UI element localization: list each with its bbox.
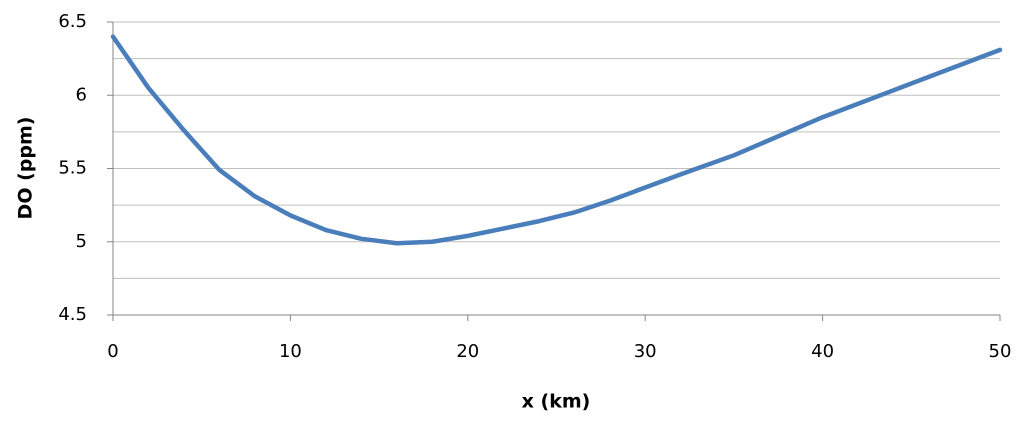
x-tick-label: 50 [989,341,1012,362]
y-tick-label: 4.5 [58,304,87,325]
x-tick-label: 30 [634,341,657,362]
y-tick-label: 6 [76,84,87,105]
data-line [110,34,1003,246]
x-tick-label: 40 [811,341,834,362]
y-tick-label: 6.5 [58,11,87,32]
y-tick-label: 5 [76,231,87,252]
y-axis-title: DO (ppm) [15,117,37,220]
x-tick-label: 20 [456,341,479,362]
y-tick-label: 5.5 [58,158,87,179]
x-tick-label: 0 [107,341,118,362]
x-tick-label: 10 [279,341,302,362]
x-axis-title: x (km) [522,391,591,413]
